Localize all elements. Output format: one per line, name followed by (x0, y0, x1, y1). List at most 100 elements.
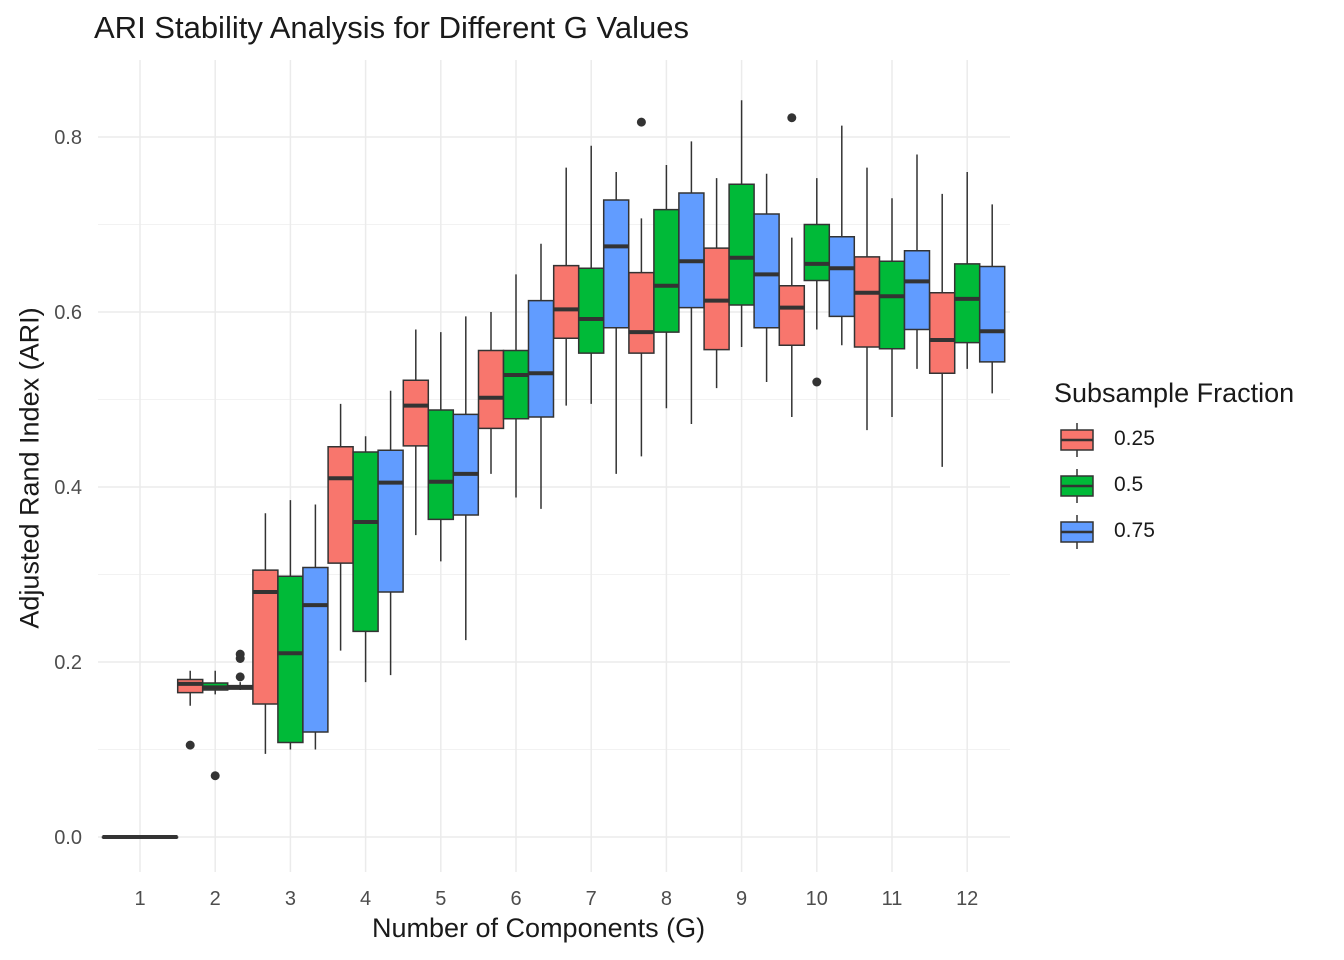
legend: Subsample Fraction 0.25 0.5 0.75 (1054, 378, 1294, 555)
box (803, 223, 831, 282)
box (452, 413, 480, 516)
x-tick-label: 9 (736, 888, 747, 910)
box (728, 183, 755, 306)
outlier-point (812, 377, 822, 387)
x-tick-label: 10 (806, 888, 828, 910)
box-group (828, 125, 856, 346)
box (527, 299, 555, 418)
y-tick-label: 0.0 (54, 827, 82, 849)
outlier-point (185, 740, 195, 750)
box-group (703, 178, 730, 389)
boxplot-marks (101, 100, 1006, 839)
box-group (878, 198, 906, 417)
box-group (477, 312, 505, 474)
x-tick-label: 2 (210, 888, 221, 910)
y-axis-tick-labels: 0.0 0.2 0.4 0.6 0.8 (54, 127, 82, 849)
box-group (226, 649, 254, 690)
outlier-point (636, 117, 646, 127)
box-group (452, 316, 480, 641)
box-group (728, 100, 755, 347)
major-gridlines (98, 60, 1010, 872)
legend-title: Subsample Fraction (1054, 378, 1295, 408)
box (978, 265, 1006, 363)
box-group (327, 403, 354, 651)
box-group (978, 204, 1006, 394)
box (953, 263, 981, 344)
outlier-point (235, 649, 245, 659)
box (653, 208, 680, 333)
chart-title: ARI Stability Analysis for Different G V… (94, 10, 689, 45)
y-tick-label: 0.8 (54, 127, 82, 149)
box-group (628, 117, 655, 457)
legend-label: 0.75 (1114, 519, 1155, 542)
box (678, 192, 705, 309)
box-group (753, 173, 780, 382)
box (477, 349, 505, 430)
x-tick-label: 4 (360, 888, 371, 910)
box-group (527, 243, 555, 509)
y-tick-label: 0.4 (54, 477, 82, 499)
box (552, 264, 580, 339)
box (577, 267, 605, 354)
y-tick-label: 0.2 (54, 652, 82, 674)
outlier-point (787, 113, 797, 123)
box (176, 678, 204, 694)
legend-key-swatch (1060, 469, 1094, 503)
x-tick-label: 8 (661, 888, 672, 910)
x-tick-label: 3 (285, 888, 296, 910)
legend-label: 0.25 (1114, 427, 1155, 450)
box-group (402, 329, 430, 536)
box-group (903, 154, 931, 369)
box-group (552, 167, 580, 406)
box (302, 566, 329, 733)
box (778, 285, 806, 346)
box (277, 575, 304, 744)
box-group (778, 113, 806, 417)
box-group (803, 178, 831, 387)
x-axis-label: Number of Components (G) (372, 913, 706, 943)
box (853, 256, 881, 348)
box-group (277, 500, 304, 750)
box (828, 236, 856, 318)
box-group (151, 835, 179, 839)
box-group (176, 670, 204, 750)
box-group (377, 390, 404, 676)
box-group (252, 513, 279, 754)
legend-item: 0.5 (1054, 463, 1294, 509)
box (903, 250, 931, 331)
box (402, 379, 430, 447)
legend-label: 0.5 (1114, 473, 1144, 496)
box-group (502, 274, 530, 498)
legend-item: 0.25 (1054, 417, 1294, 463)
x-tick-label: 7 (586, 888, 597, 910)
legend-item: 0.75 (1054, 509, 1294, 555)
x-tick-label: 5 (435, 888, 446, 910)
x-tick-label: 1 (134, 888, 145, 910)
box-group (853, 167, 881, 431)
y-axis-label: Adjusted Rand Index (ARI) (14, 307, 45, 629)
outlier-point (210, 771, 220, 781)
box-group (126, 835, 154, 839)
box (628, 271, 655, 354)
box (502, 349, 530, 420)
box-group (953, 172, 981, 369)
box-group (427, 332, 455, 562)
box-group (602, 172, 630, 474)
box (427, 409, 455, 521)
legend-key-swatch (1060, 515, 1094, 549)
x-tick-label: 6 (510, 888, 521, 910)
box (352, 451, 379, 633)
box-group (101, 835, 129, 839)
box (377, 449, 404, 593)
box-group (653, 165, 680, 409)
box (753, 213, 780, 329)
box-group (928, 193, 956, 467)
x-axis-tick-labels: 1 2 3 4 5 6 7 8 9 10 11 12 (134, 888, 978, 910)
box-group (678, 141, 705, 424)
legend-key-swatch (1060, 423, 1094, 457)
box-group (302, 504, 329, 750)
box (327, 446, 354, 564)
box-group (577, 145, 605, 404)
x-tick-label: 11 (882, 888, 903, 910)
